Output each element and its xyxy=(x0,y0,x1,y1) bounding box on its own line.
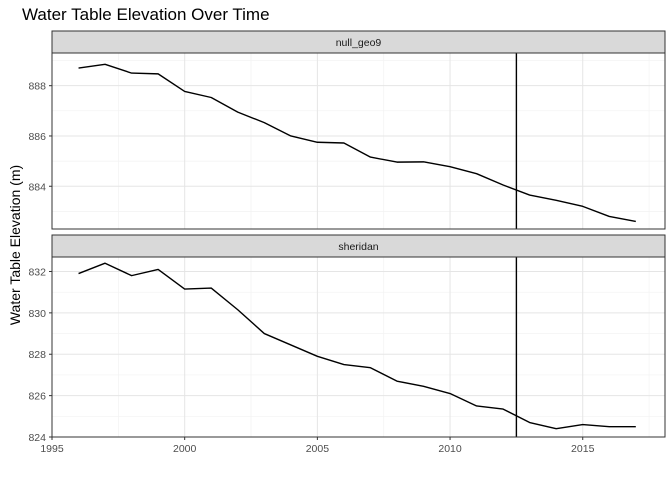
y-tick-label: 830 xyxy=(28,308,46,320)
facet-panel-null_geo9: null_geo9 884 886 888 xyxy=(28,30,666,230)
y-tick-label: 832 xyxy=(28,266,46,278)
series-line-sheridan xyxy=(78,262,636,430)
y-tick-label: 828 xyxy=(28,349,46,361)
y-tick-label: 824 xyxy=(28,432,46,444)
y-tick-label: 826 xyxy=(28,391,46,403)
y-tick-label: 884 xyxy=(28,181,46,193)
facet-strip-label: sheridan xyxy=(338,241,378,253)
x-tick-label: 2015 xyxy=(571,443,595,455)
x-tick-label: 2005 xyxy=(306,443,330,455)
series-line-null_geo9 xyxy=(78,63,636,223)
panel-background xyxy=(52,257,665,437)
facet-panel-sheridan: sheridan 824 826 828 830 832 xyxy=(28,234,666,444)
x-axis: 1995 2000 2005 2010 2015 xyxy=(40,437,595,455)
chart-title: Water Table Elevation Over Time xyxy=(22,5,270,24)
x-tick-label: 1995 xyxy=(40,443,64,455)
panel-border xyxy=(51,256,666,438)
facet-panels: null_geo9 884 886 888 sheridan 824 826 828 830 83… xyxy=(28,30,666,444)
y-tick-label: 886 xyxy=(28,131,46,143)
x-tick-label: 2010 xyxy=(438,443,462,455)
facet-strip-label: null_geo9 xyxy=(336,37,382,49)
x-tick-label: 2000 xyxy=(173,443,197,455)
panel-background xyxy=(52,53,665,229)
y-tick-label: 888 xyxy=(28,81,46,93)
y-axis-label: Water Table Elevation (m) xyxy=(7,165,23,325)
panel-border xyxy=(51,52,666,230)
